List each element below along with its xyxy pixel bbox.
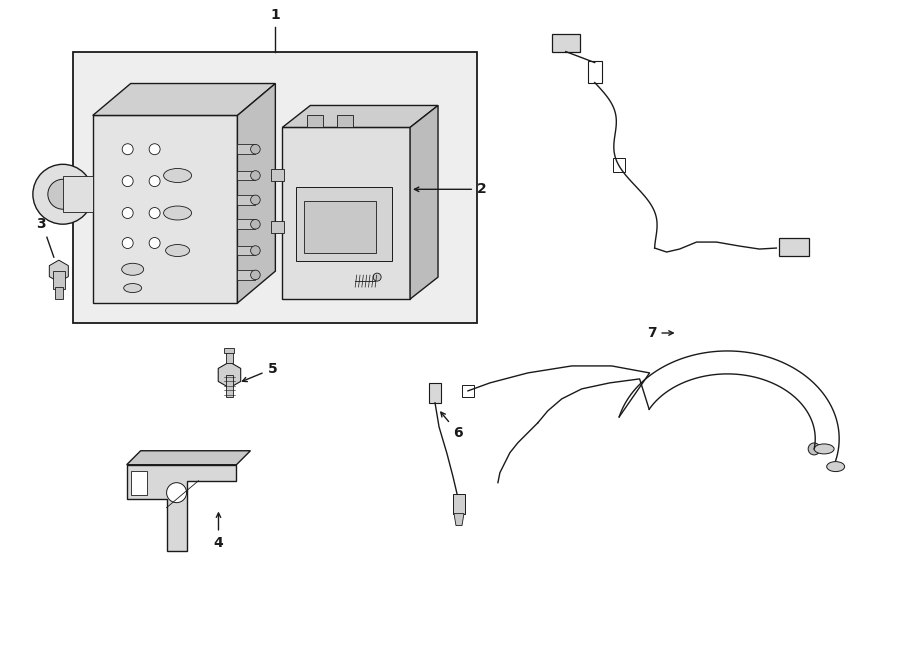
Ellipse shape [827, 461, 845, 471]
Circle shape [122, 237, 133, 249]
Bar [588, 61, 602, 83]
Circle shape [250, 270, 260, 280]
Text: 7: 7 [647, 326, 673, 340]
Circle shape [149, 208, 160, 219]
Ellipse shape [123, 284, 141, 293]
Bar [307, 116, 323, 128]
Bar [429, 383, 441, 403]
Circle shape [808, 443, 820, 455]
Circle shape [149, 143, 160, 155]
Bar [779, 238, 809, 256]
Ellipse shape [164, 206, 192, 220]
Text: 4: 4 [213, 513, 223, 549]
Ellipse shape [122, 263, 144, 275]
Text: 6: 6 [441, 412, 463, 440]
Bar [462, 385, 474, 397]
Bar [238, 145, 256, 154]
Polygon shape [93, 83, 275, 116]
Bar [338, 116, 353, 128]
Circle shape [33, 165, 93, 224]
Bar [238, 246, 256, 255]
Circle shape [122, 143, 133, 155]
Bar [227, 350, 233, 363]
Bar [304, 201, 376, 253]
Polygon shape [238, 83, 275, 303]
Ellipse shape [166, 245, 190, 256]
Bar [238, 219, 256, 229]
Bar [55, 287, 63, 299]
Bar [272, 221, 284, 233]
Text: 1: 1 [270, 8, 280, 22]
Bar [238, 270, 256, 280]
Bar [238, 171, 256, 180]
Circle shape [250, 246, 260, 255]
Polygon shape [283, 128, 410, 299]
Bar [238, 195, 256, 205]
Bar [552, 34, 580, 52]
Bar [224, 348, 235, 353]
Polygon shape [283, 106, 438, 128]
Circle shape [149, 176, 160, 186]
Ellipse shape [164, 169, 192, 182]
Circle shape [250, 145, 260, 154]
Polygon shape [127, 465, 237, 551]
Bar [296, 187, 392, 261]
Ellipse shape [814, 444, 834, 454]
Circle shape [166, 483, 186, 502]
Circle shape [374, 273, 381, 281]
Bar [227, 375, 233, 397]
Bar [63, 176, 93, 212]
Text: 2: 2 [414, 182, 487, 196]
Bar [613, 158, 626, 172]
Circle shape [48, 179, 77, 210]
Circle shape [250, 219, 260, 229]
Text: 5: 5 [242, 362, 277, 381]
Circle shape [250, 195, 260, 205]
Polygon shape [454, 514, 464, 525]
Bar [130, 471, 147, 494]
Circle shape [250, 171, 260, 180]
Bar [272, 169, 284, 182]
Polygon shape [410, 106, 438, 299]
Bar [73, 52, 477, 323]
Circle shape [122, 176, 133, 186]
Circle shape [122, 208, 133, 219]
Circle shape [149, 237, 160, 249]
Bar [53, 271, 65, 289]
Bar [453, 494, 465, 514]
Polygon shape [93, 116, 238, 303]
Polygon shape [127, 451, 250, 465]
Text: 3: 3 [36, 217, 46, 231]
